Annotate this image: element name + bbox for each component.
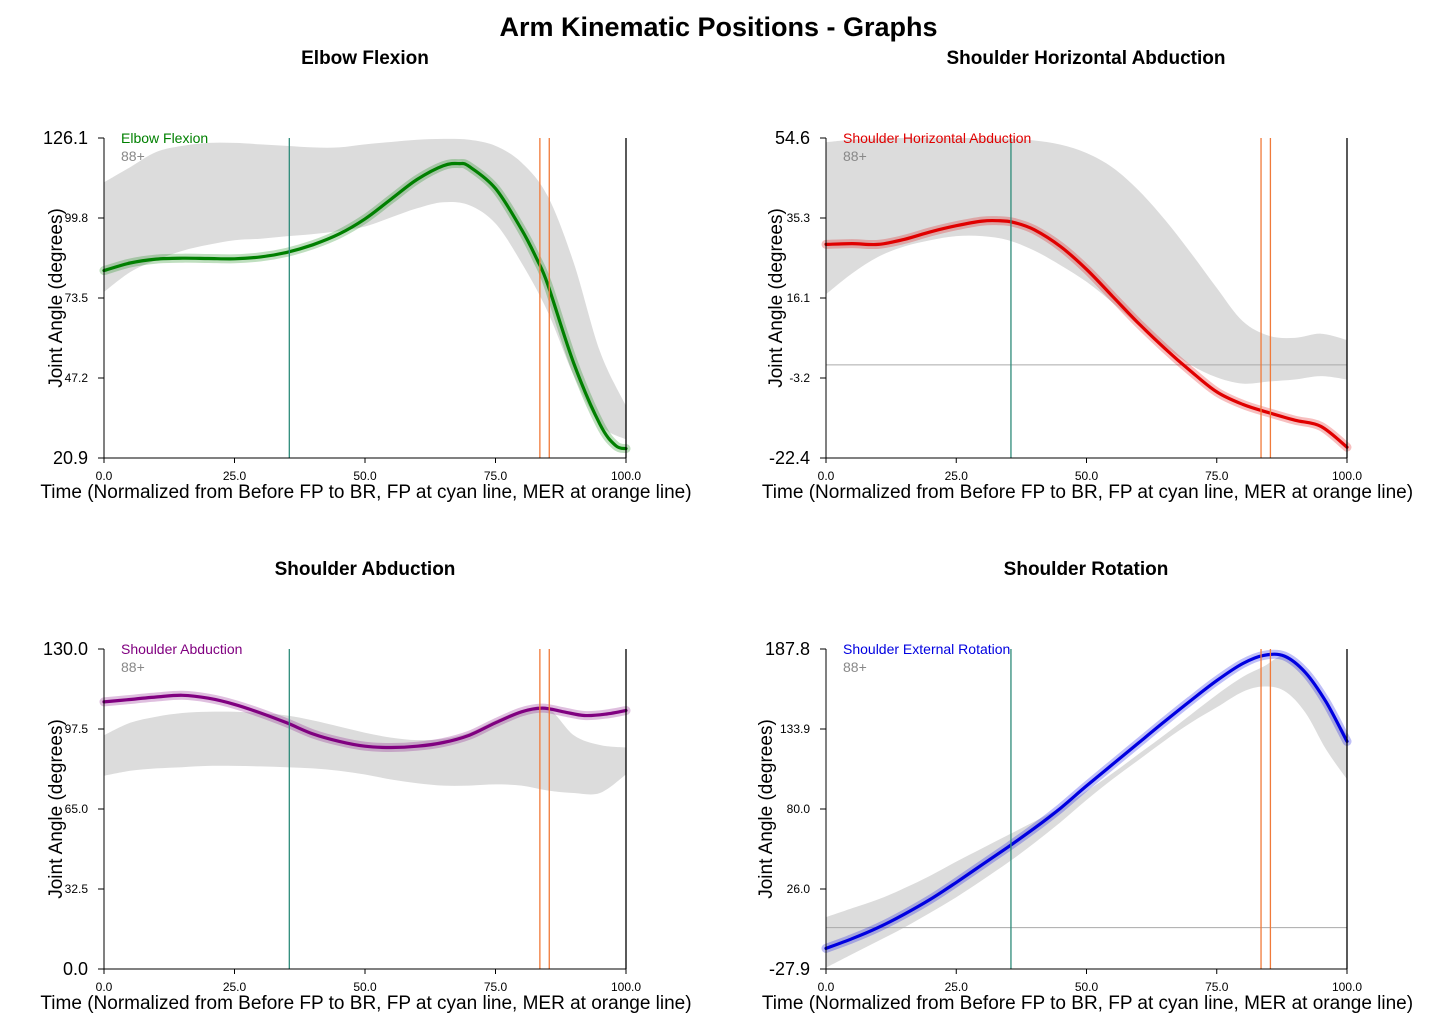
x-tick-label: 25.0: [945, 469, 969, 483]
legend-band: 88+: [843, 148, 867, 164]
y-axis-label: Joint Angle (degrees): [756, 719, 777, 899]
y-tick-label: 80.0: [787, 802, 811, 816]
x-axis-label: Time (Normalized from Before FP to BR, F…: [40, 993, 691, 1014]
x-tick-label: 50.0: [353, 469, 377, 483]
legend-series: Shoulder External Rotation: [843, 641, 1010, 657]
chart-panel-1: Elbow Flexion 126.1 99.8 73.5 47.2 20.9 0.0 25.…: [40, 48, 691, 503]
chart-title: Shoulder Abduction: [275, 559, 456, 580]
reference-band-88plus: [826, 137, 1347, 384]
y-tick-label: 0.0: [63, 959, 88, 979]
x-axis-label: Time (Normalized from Before FP to BR, F…: [762, 482, 1413, 503]
reference-band-88plus: [104, 138, 626, 440]
y-tick-label: 65.0: [65, 802, 89, 816]
y-tick-label: 97.5: [65, 722, 89, 736]
y-tick-label: 99.8: [65, 211, 89, 225]
x-tick-label: 75.0: [484, 980, 508, 994]
x-tick-label: 100.0: [1332, 469, 1362, 483]
x-tick-label: 0.0: [96, 469, 113, 483]
legend: Shoulder Abduction 88+: [121, 641, 242, 675]
legend-series: Shoulder Horizontal Abduction: [843, 130, 1031, 146]
x-tick-label: 25.0: [945, 980, 969, 994]
y-tick-label: 126.1: [43, 128, 88, 148]
reference-band-88plus: [826, 656, 1347, 968]
chart-title: Shoulder Rotation: [1004, 559, 1169, 580]
y-axis-label: Joint Angle (degrees): [766, 208, 787, 388]
x-tick-label: 25.0: [223, 469, 247, 483]
y-tick-label: 54.6: [775, 128, 810, 148]
legend-series: Shoulder Abduction: [121, 641, 242, 657]
x-axis-label: Time (Normalized from Before FP to BR, F…: [762, 993, 1413, 1014]
legend-band: 88+: [121, 659, 145, 675]
y-tick-label: 20.9: [53, 448, 88, 468]
x-tick-label: 50.0: [1075, 980, 1099, 994]
x-tick-label: 0.0: [818, 980, 835, 994]
y-axis-label: Joint Angle (degrees): [46, 208, 67, 388]
x-tick-label: 75.0: [1205, 469, 1229, 483]
x-tick-label: 100.0: [611, 980, 641, 994]
series-line: [824, 652, 1349, 950]
legend-band: 88+: [843, 659, 867, 675]
x-tick-label: 0.0: [818, 469, 835, 483]
y-tick-label: 26.0: [787, 882, 811, 896]
chart-title: Shoulder Horizontal Abduction: [947, 48, 1226, 69]
chart-panel-2: Shoulder Horizontal Abduction 54.6 35.3 16.…: [762, 48, 1413, 503]
x-axis-label: Time (Normalized from Before FP to BR, F…: [40, 482, 691, 503]
x-tick-label: 25.0: [223, 980, 247, 994]
main-title: Arm Kinematic Positions - Graphs: [499, 12, 938, 42]
x-tick-label: 75.0: [1205, 980, 1229, 994]
y-tick-label: 35.3: [787, 211, 811, 225]
y-tick-label: 73.5: [65, 291, 89, 305]
y-tick-label: 130.0: [43, 639, 88, 659]
legend-series: Elbow Flexion: [121, 130, 208, 146]
chart-panel-3: Shoulder Abduction 130.0 97.5 65.0 32.5 0.0 0.…: [40, 559, 691, 1014]
y-tick-label: -27.9: [769, 959, 810, 979]
y-tick-label: 187.8: [765, 639, 810, 659]
y-tick-label: 16.1: [787, 291, 811, 305]
x-tick-label: 0.0: [96, 980, 113, 994]
chart-title: Elbow Flexion: [301, 48, 429, 69]
series-line: [824, 218, 1349, 449]
y-tick-label: 47.2: [65, 371, 89, 385]
legend: Elbow Flexion 88+: [121, 130, 208, 164]
y-tick-label: 32.5: [65, 882, 89, 896]
y-tick-label: 133.9: [780, 722, 810, 736]
y-tick-label: -3.2: [789, 371, 810, 385]
x-tick-label: 50.0: [1075, 469, 1099, 483]
x-tick-label: 100.0: [1332, 980, 1362, 994]
x-tick-label: 50.0: [353, 980, 377, 994]
series-line: [102, 693, 628, 750]
series-line: [102, 161, 628, 451]
legend: Shoulder External Rotation 88+: [843, 641, 1010, 675]
y-axis-label: Joint Angle (degrees): [46, 719, 67, 899]
legend-band: 88+: [121, 148, 145, 164]
y-tick-label: -22.4: [769, 448, 810, 468]
legend: Shoulder Horizontal Abduction 88+: [843, 130, 1031, 164]
x-tick-label: 100.0: [611, 469, 641, 483]
x-tick-label: 75.0: [484, 469, 508, 483]
chart-panel-4: Shoulder Rotation 187.8 133.9 80.0 26.0 -27.9…: [756, 559, 1413, 1014]
reference-band-88plus: [104, 706, 626, 795]
